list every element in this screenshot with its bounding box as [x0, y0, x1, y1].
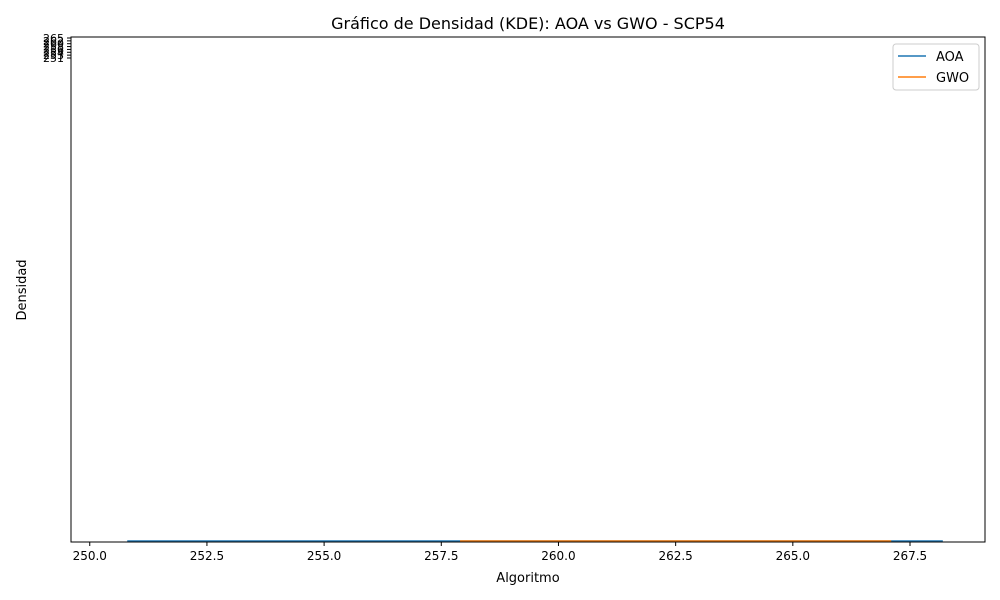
- y-axis-label: Densidad: [15, 259, 30, 320]
- x-tick-label: 260.0: [541, 549, 575, 563]
- x-axis-label: Algoritmo: [496, 571, 559, 586]
- y-tick-label: 256: [43, 43, 64, 56]
- x-tick-label: 255.0: [307, 549, 341, 563]
- legend: AOA GWO: [892, 43, 980, 91]
- x-axis: 250.0 252.5 255.0 257.5 260.0 262.5 265.0 267.5: [73, 542, 927, 563]
- y-tick-label: 260: [43, 38, 64, 51]
- y-tick-label: 254: [43, 46, 64, 59]
- legend-label-aoa: AOA: [936, 50, 964, 65]
- x-tick-label: 257.5: [424, 549, 458, 563]
- y-tick-label: 262: [43, 35, 64, 48]
- y-tick-label: 253: [43, 49, 64, 62]
- x-tick-label: 262.5: [658, 549, 692, 563]
- chart-title: Gráfico de Densidad (KDE): AOA vs GWO - …: [331, 14, 725, 33]
- y-tick-label: 251: [43, 52, 64, 65]
- y-tick-label: 258: [43, 41, 64, 54]
- x-tick-label: 252.5: [190, 549, 224, 563]
- x-tick-label: 267.5: [893, 549, 927, 563]
- plot-frame: [70, 36, 986, 543]
- x-tick-label: 250.0: [73, 549, 107, 563]
- legend-label-gwo: GWO: [936, 71, 969, 86]
- y-tick-label: 265: [43, 32, 64, 45]
- x-tick-label: 265.0: [776, 549, 810, 563]
